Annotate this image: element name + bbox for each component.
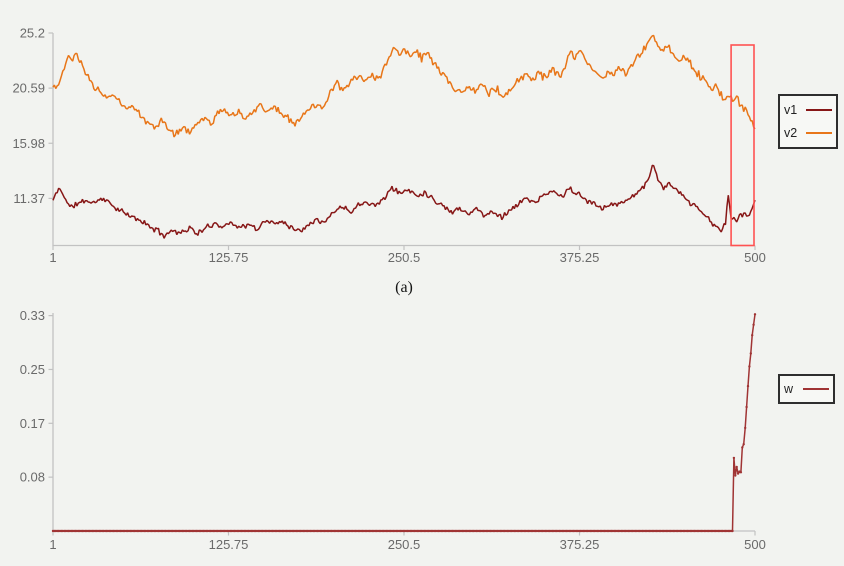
x-tick-label: 375.25 (560, 537, 600, 552)
legend-line-swatch-v1 (806, 108, 832, 111)
chart-1-axes: 0.33 0.25 0.17 0.08 1 125.75 250.5 375.25 500 (20, 308, 766, 552)
legend-bottom-chart: w (778, 374, 835, 404)
x-tick-label: 1 (49, 250, 56, 265)
y-tick-label: 0.33 (20, 308, 45, 323)
chart-0-axes: 25.2 20.59 15.98 11.37 1 125.75 250.5 375.25 500 (12, 26, 765, 266)
chart-1: 0.33 0.25 0.17 0.08 1 125.75 250.5 375.25 500 (20, 308, 766, 552)
series-v1-line (52, 164, 756, 239)
legend-line-swatch-v2 (806, 132, 832, 135)
legend-label-v2: v2 (784, 126, 798, 140)
x-tick-label: 1 (49, 537, 56, 552)
x-tick-label: 375.25 (560, 250, 600, 265)
subfigure-caption-a: (a) (395, 279, 413, 296)
series-w-markers (51, 313, 757, 533)
y-tick-label: 15.98 (12, 136, 45, 151)
legend-item-w[interactable]: w (784, 383, 829, 396)
x-tick-label: 125.75 (209, 250, 249, 265)
highlight-annotation-box (730, 44, 755, 247)
legend-item-v1[interactable]: v1 (784, 102, 832, 117)
chart-0: 25.2 20.59 15.98 11.37 1 125.75 250.5 375.25 500 (12, 26, 765, 266)
legend-label-v1: v1 (784, 102, 798, 117)
x-tick-label: 250.5 (388, 537, 421, 552)
y-tick-label: 25.2 (20, 26, 45, 41)
x-tick-label: 500 (744, 250, 766, 265)
y-tick-label: 0.17 (20, 416, 45, 431)
y-tick-label: 11.37 (13, 191, 45, 206)
series-v2-line (52, 34, 756, 138)
series-w-line (53, 314, 756, 532)
legend-top-chart: v1 v2 (778, 94, 838, 149)
legend-item-v2[interactable]: v2 (784, 127, 832, 140)
y-tick-label: 20.59 (12, 81, 45, 96)
y-tick-label: 0.25 (20, 362, 45, 377)
x-tick-label: 250.5 (388, 250, 421, 265)
legend-label-w: w (784, 381, 794, 396)
x-tick-label: 500 (744, 537, 766, 552)
y-tick-label: 0.08 (20, 470, 45, 485)
x-tick-label: 125.75 (209, 537, 249, 552)
legend-line-swatch-w (803, 388, 829, 390)
